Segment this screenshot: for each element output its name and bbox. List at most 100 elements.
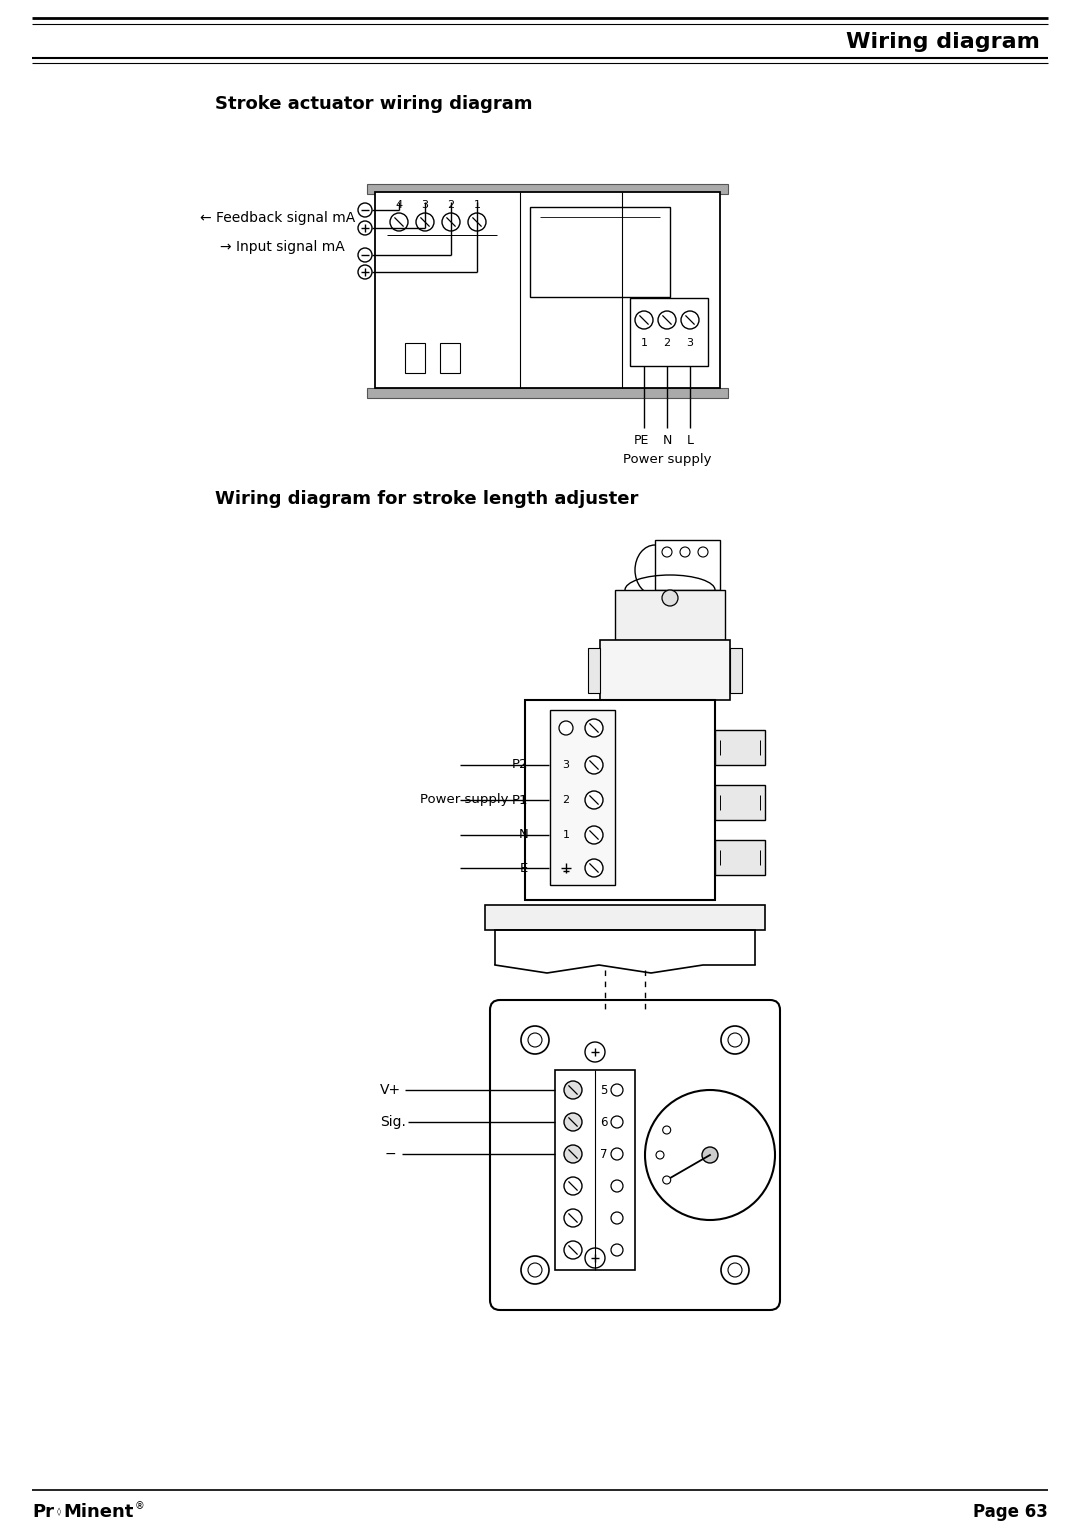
Bar — [367, 183, 728, 194]
Text: 4: 4 — [395, 200, 403, 209]
FancyBboxPatch shape — [490, 999, 780, 1309]
Circle shape — [698, 547, 708, 558]
Bar — [730, 648, 742, 694]
Text: V+: V+ — [380, 1083, 401, 1097]
Bar — [550, 711, 615, 885]
Circle shape — [585, 859, 603, 877]
Circle shape — [357, 203, 372, 217]
Text: Minent: Minent — [63, 1504, 133, 1520]
Text: −: − — [384, 1148, 396, 1161]
Circle shape — [559, 721, 573, 735]
Circle shape — [662, 590, 678, 607]
Text: ®: ® — [135, 1500, 145, 1511]
Circle shape — [564, 1177, 582, 1195]
Circle shape — [521, 1256, 549, 1284]
Circle shape — [564, 1112, 582, 1131]
Text: Stroke actuator wiring diagram: Stroke actuator wiring diagram — [215, 95, 532, 113]
Circle shape — [585, 756, 603, 775]
Circle shape — [564, 1144, 582, 1163]
Bar — [440, 342, 460, 373]
Circle shape — [728, 1264, 742, 1277]
Bar — [530, 206, 670, 296]
Text: Power supply: Power supply — [420, 793, 509, 807]
Circle shape — [442, 212, 460, 231]
Text: ◊: ◊ — [57, 1508, 62, 1516]
Circle shape — [611, 1244, 623, 1256]
Text: Page 63: Page 63 — [973, 1504, 1048, 1520]
Circle shape — [468, 212, 486, 231]
Bar — [375, 193, 720, 388]
Circle shape — [611, 1212, 623, 1224]
Text: ← Feedback signal mA: ← Feedback signal mA — [200, 211, 355, 225]
Text: → Input signal mA: → Input signal mA — [220, 240, 345, 254]
Circle shape — [702, 1148, 718, 1163]
Circle shape — [721, 1256, 750, 1284]
Text: E: E — [519, 862, 528, 874]
Text: 1: 1 — [640, 338, 648, 348]
Text: Wiring diagram for stroke length adjuster: Wiring diagram for stroke length adjuste… — [215, 490, 638, 507]
Bar — [367, 388, 728, 397]
Circle shape — [662, 547, 672, 558]
Circle shape — [416, 212, 434, 231]
Text: Wiring diagram: Wiring diagram — [846, 32, 1040, 52]
Bar — [715, 840, 765, 876]
Circle shape — [658, 312, 676, 329]
Bar — [615, 590, 725, 640]
Circle shape — [728, 1033, 742, 1047]
Circle shape — [611, 1148, 623, 1160]
Circle shape — [564, 1209, 582, 1227]
Circle shape — [611, 1083, 623, 1096]
Circle shape — [585, 1042, 605, 1062]
Circle shape — [390, 212, 408, 231]
Text: Power supply: Power supply — [623, 454, 712, 466]
Text: Sig.: Sig. — [380, 1115, 406, 1129]
Circle shape — [635, 312, 653, 329]
Circle shape — [585, 792, 603, 808]
Circle shape — [521, 1025, 549, 1054]
Circle shape — [645, 1089, 775, 1219]
Circle shape — [585, 720, 603, 736]
Circle shape — [528, 1033, 542, 1047]
Circle shape — [611, 1115, 623, 1128]
Text: 1: 1 — [473, 200, 481, 209]
Text: PE: PE — [633, 434, 649, 446]
Bar — [630, 298, 708, 367]
Text: 7: 7 — [600, 1148, 607, 1160]
Text: P2: P2 — [512, 758, 528, 772]
Text: 2: 2 — [663, 338, 671, 348]
Circle shape — [357, 264, 372, 280]
Circle shape — [656, 1151, 664, 1160]
Text: L: L — [687, 434, 693, 446]
Text: 2: 2 — [563, 795, 569, 805]
Bar — [405, 342, 426, 373]
Text: 3: 3 — [687, 338, 693, 348]
Bar — [600, 640, 730, 700]
Text: 3: 3 — [421, 200, 429, 209]
Text: P1: P1 — [512, 793, 528, 807]
Circle shape — [357, 222, 372, 235]
Text: N: N — [662, 434, 672, 446]
Bar — [485, 905, 765, 931]
Bar — [525, 700, 715, 900]
Circle shape — [564, 1080, 582, 1099]
Bar — [555, 1070, 635, 1270]
Circle shape — [564, 1241, 582, 1259]
Bar — [715, 785, 765, 821]
Circle shape — [680, 547, 690, 558]
Circle shape — [721, 1025, 750, 1054]
Bar — [715, 730, 765, 766]
Text: 2: 2 — [447, 200, 455, 209]
Text: 1: 1 — [563, 830, 569, 840]
Text: Pr: Pr — [32, 1504, 54, 1520]
Circle shape — [681, 312, 699, 329]
Circle shape — [611, 1180, 623, 1192]
Text: 5: 5 — [600, 1083, 607, 1097]
Circle shape — [585, 827, 603, 843]
Circle shape — [663, 1177, 671, 1184]
Bar — [588, 648, 600, 694]
Circle shape — [528, 1264, 542, 1277]
Text: 3: 3 — [563, 759, 569, 770]
Circle shape — [357, 248, 372, 261]
Circle shape — [663, 1126, 671, 1134]
Bar — [654, 539, 720, 590]
